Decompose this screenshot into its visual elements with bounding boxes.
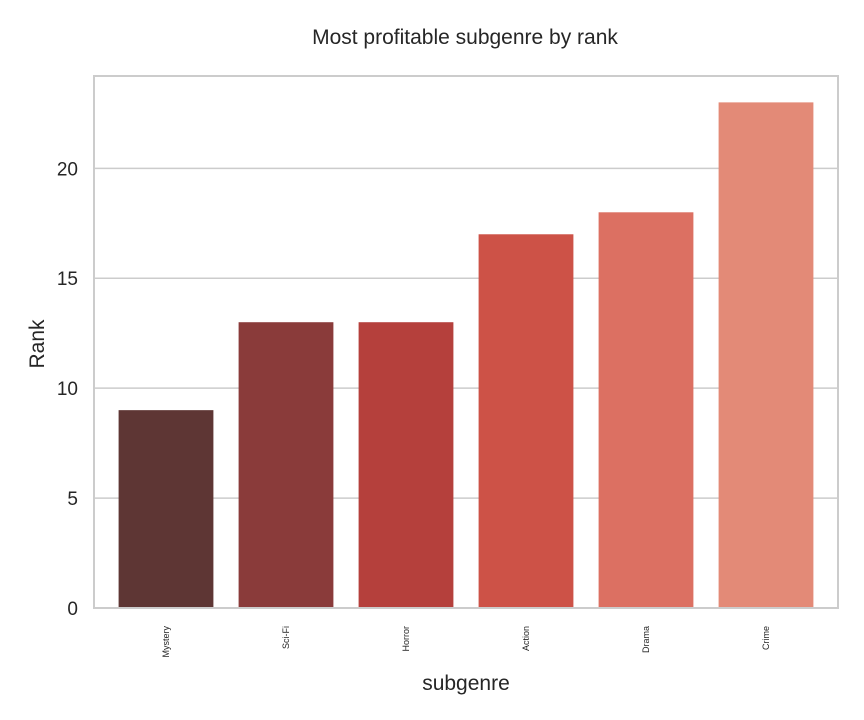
y-tick-label: 15 [57, 269, 78, 290]
bar-action [478, 234, 574, 608]
x-axis-label: subgenre [422, 672, 510, 695]
y-axis-label: Rank [26, 319, 49, 369]
x-tick-label: Action [521, 626, 531, 651]
y-tick-label: 20 [57, 159, 78, 180]
bar-crime [718, 102, 814, 609]
y-tick-labels: 0 5 10 15 20 [57, 159, 78, 620]
x-tick-labels: Mystery Sci-Fi Horror Action Drama Crime [161, 626, 771, 658]
y-tick-label: 5 [67, 489, 78, 510]
bar-mystery [118, 410, 214, 608]
bar-drama [598, 212, 694, 608]
plot-frame [93, 75, 839, 609]
y-tick-label: 10 [57, 379, 78, 400]
chart-title: Most profitable subgenre by rank [312, 26, 618, 49]
bars [118, 102, 814, 609]
x-tick-label: Crime [761, 626, 771, 650]
bar-horror [358, 322, 454, 608]
y-tick-label: 0 [67, 599, 78, 620]
x-tick-label: Horror [401, 626, 411, 652]
bar-sci-fi [238, 322, 334, 608]
x-tick-label: Sci-Fi [281, 626, 291, 649]
x-tick-label: Mystery [161, 626, 171, 658]
x-tick-label: Drama [641, 626, 651, 653]
